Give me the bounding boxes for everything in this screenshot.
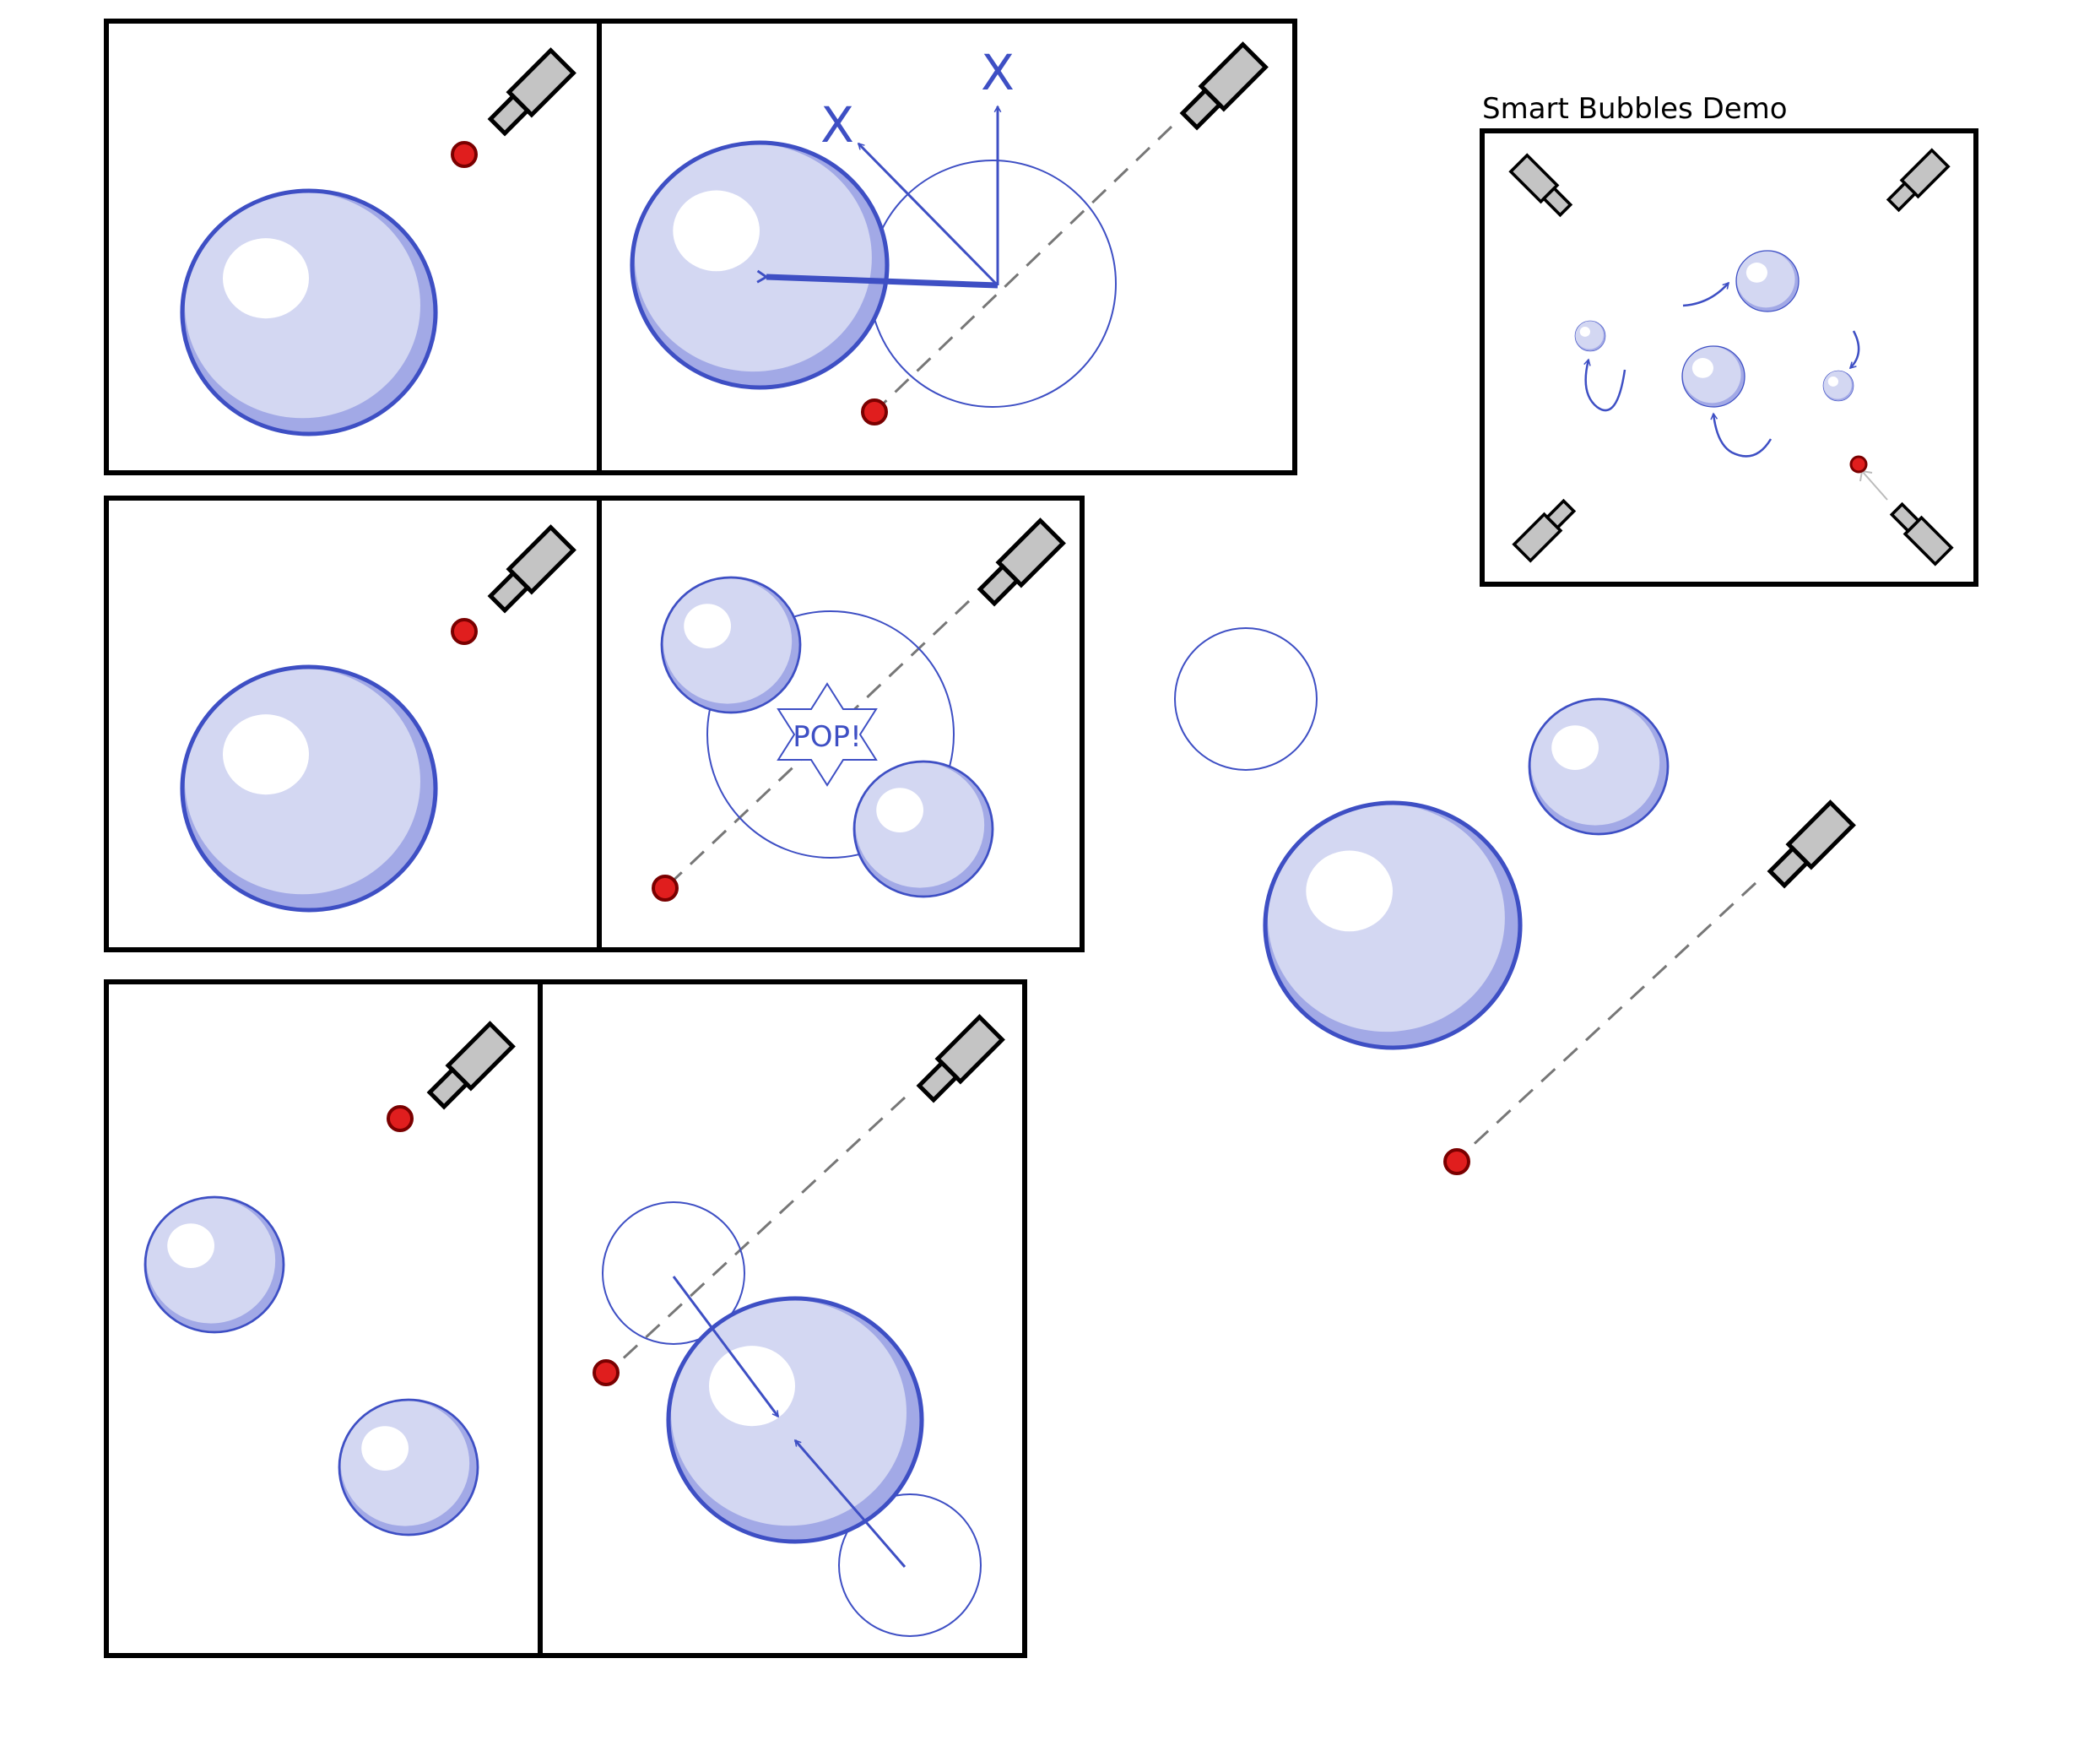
laser-pointer-icon [1178, 45, 1265, 132]
curved-arrow-icon [1850, 330, 1860, 368]
row-3-frame [104, 979, 1027, 1658]
laser-pointer-icon [976, 521, 1063, 608]
axis-arrow [858, 144, 999, 287]
bubble-icon [1265, 803, 1520, 1048]
laser-beam [873, 125, 1173, 414]
bubble-icon [1681, 345, 1745, 408]
bubble-icon [1528, 697, 1670, 836]
laser-dot-icon [451, 141, 478, 168]
curved-arrow-icon [1713, 414, 1773, 458]
axis-label-x: X [820, 96, 854, 154]
laser-pointer-icon [1513, 496, 1579, 562]
laser-beam [1455, 881, 1757, 1162]
bubble-icon [143, 1195, 285, 1334]
row-3-panels [104, 979, 1027, 1658]
laser-dot-icon [451, 618, 478, 645]
pop-burst-icon [777, 682, 878, 787]
row-2-panels: POP! [104, 496, 1085, 952]
ghost-bubble-icon [838, 1493, 982, 1637]
laser-beam [606, 1096, 907, 1374]
demo-panel: Smart Bubbles Demo [1480, 92, 1978, 587]
curved-arrow-icon [1682, 283, 1729, 307]
pop-label: POP! [793, 720, 861, 754]
laser-pointer-icon [1883, 149, 1950, 215]
row-1-frame [104, 19, 1297, 475]
laser-dot-icon [1849, 455, 1868, 474]
bubble-icon [1822, 370, 1854, 402]
laser-dot-icon [652, 875, 679, 902]
row-2-frame [104, 496, 1085, 952]
bubble-icon [1574, 320, 1606, 352]
demo-title: Smart Bubbles Demo [1482, 92, 1788, 126]
row-1-panels: X X [104, 19, 1297, 475]
laser-dot-icon [861, 398, 888, 425]
curved-arrow-icon [1586, 360, 1626, 412]
laser-pointer-icon [1509, 154, 1576, 220]
laser-dot-icon [387, 1105, 414, 1132]
bubble-icon [1735, 250, 1800, 312]
push-arrow [793, 1440, 907, 1568]
bubble-icon [632, 143, 887, 388]
ghost-bubble-icon [1174, 627, 1318, 771]
bubble-icon [338, 1398, 479, 1536]
laser-pointer-icon [915, 1017, 1002, 1104]
laser-beam [1861, 470, 1888, 501]
bubble-icon [182, 667, 436, 910]
ghost-bubble-icon [602, 1201, 745, 1345]
demo-frame [1480, 128, 1978, 587]
laser-pointer-icon [1766, 803, 1853, 890]
push-arrow [672, 1276, 780, 1417]
ghost-bubble-icon [706, 610, 955, 859]
bubble-icon [182, 191, 436, 434]
laser-pointer-icon [1886, 499, 1953, 566]
bubble-icon [660, 576, 802, 714]
axis-label-x: X [981, 44, 1015, 101]
bubble-icon [852, 760, 994, 898]
laser-dot-icon [593, 1359, 620, 1386]
laser-pointer-icon [425, 1024, 512, 1111]
laser-pointer-icon [486, 528, 573, 615]
bubble-icon [668, 1298, 922, 1542]
laser-dot-icon [1443, 1148, 1470, 1175]
repel-arrow [766, 277, 999, 289]
laser-pointer-icon [486, 51, 573, 138]
loose-scene [1174, 627, 1853, 1175]
